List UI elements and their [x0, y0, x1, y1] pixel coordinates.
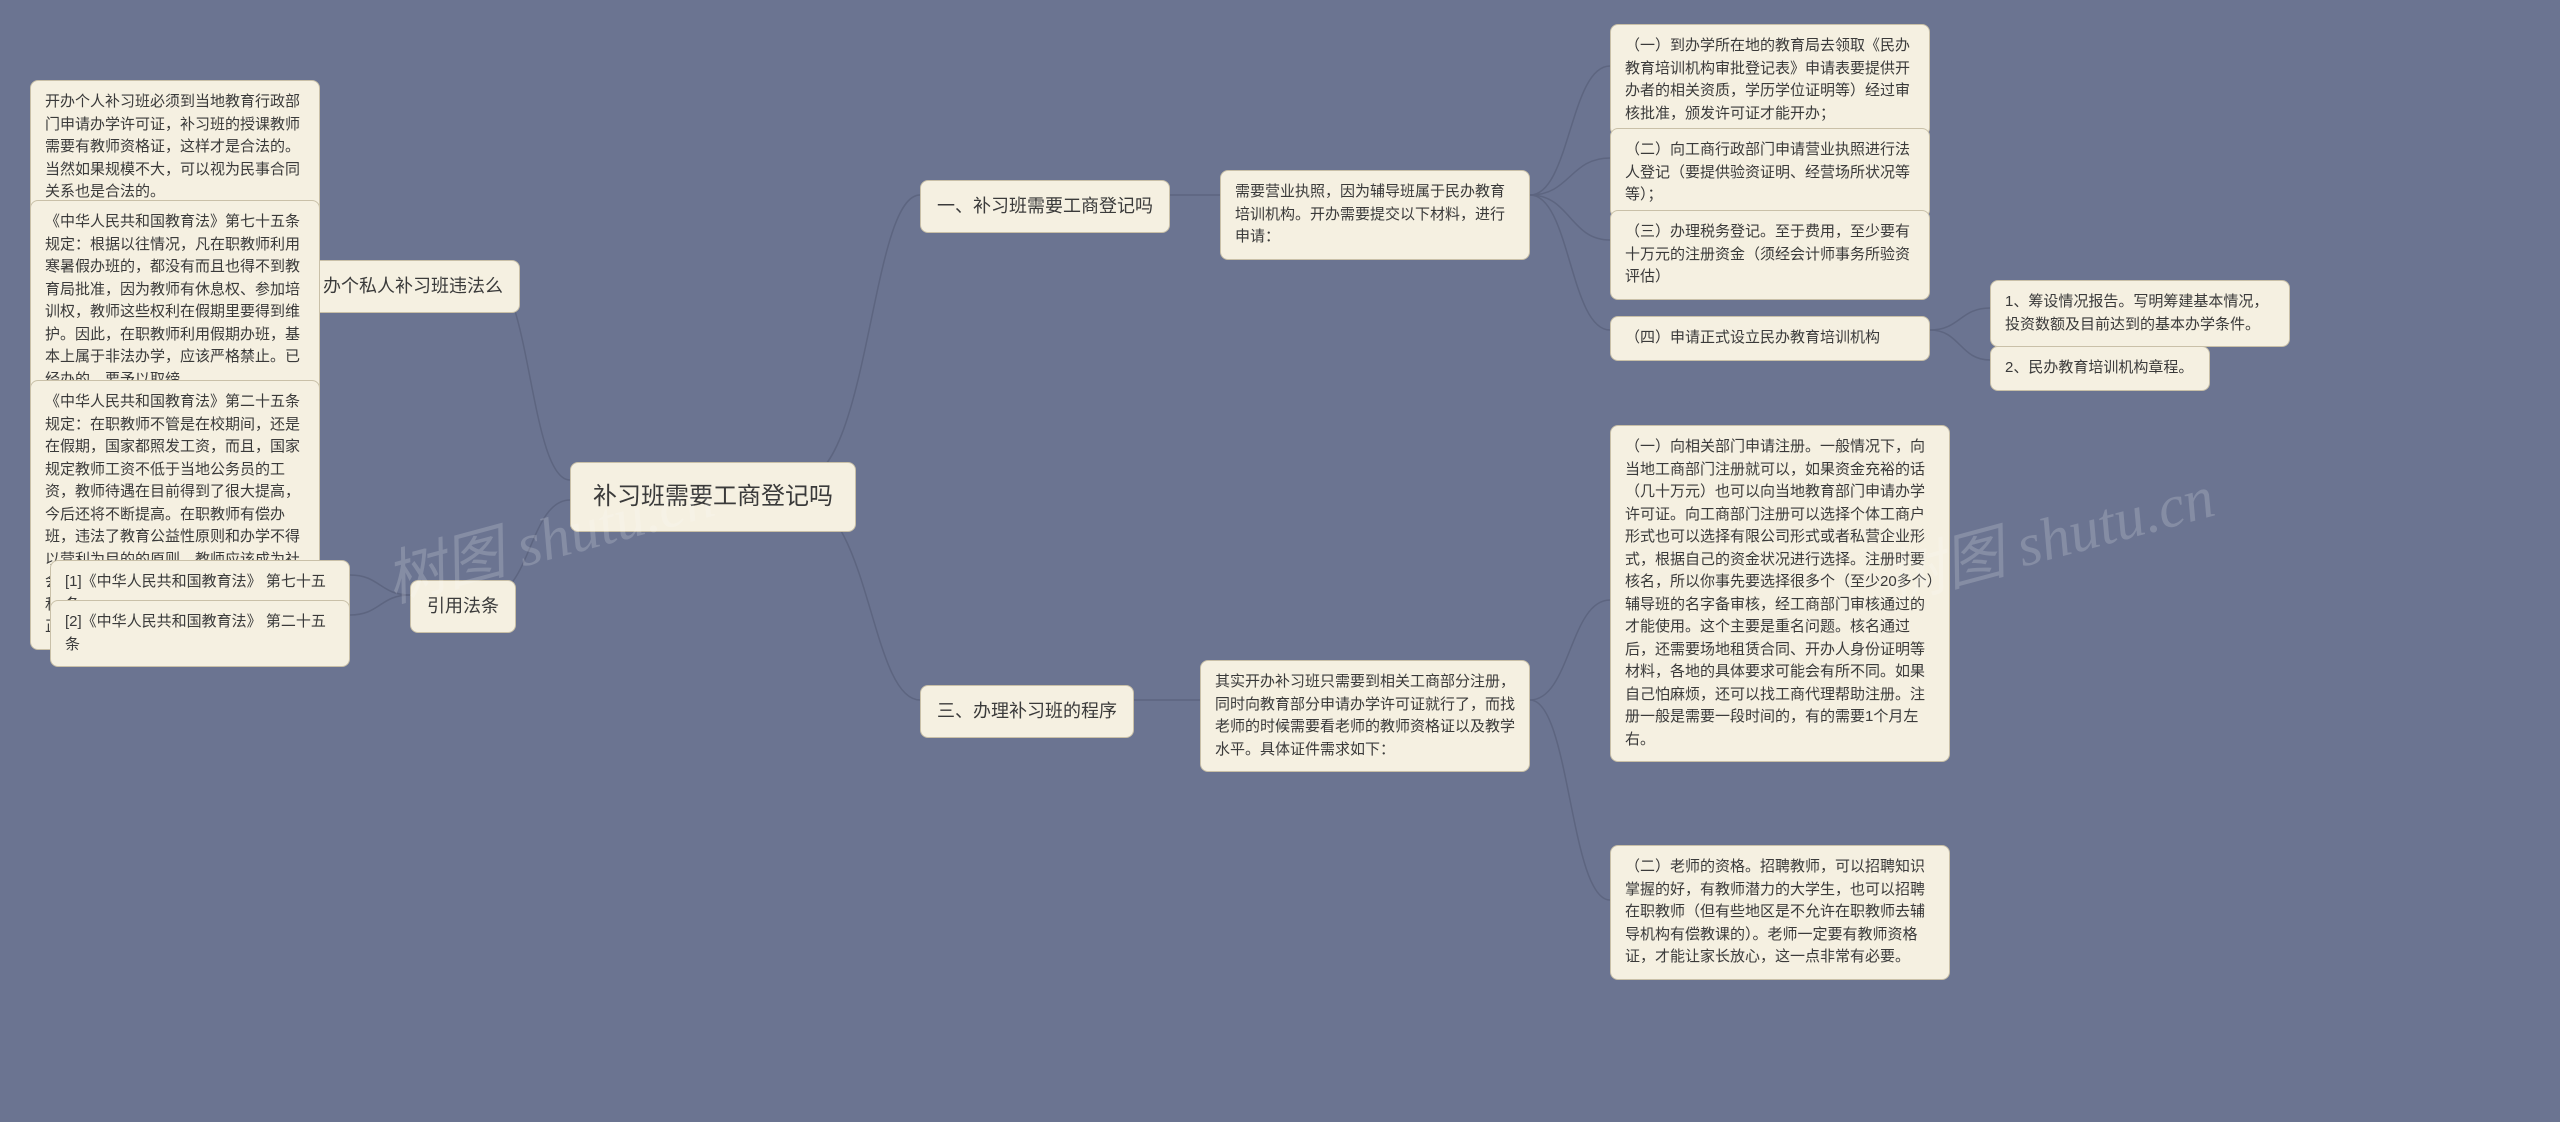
leaf-node: （二）向工商行政部门申请营业执照进行法人登记（要提供验资证明、经营场所状况等等）… — [1610, 128, 1930, 218]
branch-node: 三、办理补习班的程序 — [920, 685, 1134, 738]
leaf-node: 1、筹设情况报告。写明筹建基本情况，投资数额及目前达到的基本办学条件。 — [1990, 280, 2290, 347]
content-node: 需要营业执照，因为辅导班属于民办教育培训机构。开办需要提交以下材料，进行申请： — [1220, 170, 1530, 260]
leaf-node: （四）申请正式设立民办教育培训机构 — [1610, 316, 1930, 361]
leaf-node: （二）老师的资格。招聘教师，可以招聘知识掌握的好，有教师潜力的大学生，也可以招聘… — [1610, 845, 1950, 980]
branch-node: 引用法条 — [410, 580, 516, 633]
leaf-node: 2、民办教育培训机构章程。 — [1990, 346, 2210, 391]
branch-node: 一、补习班需要工商登记吗 — [920, 180, 1170, 233]
connector-layer — [0, 0, 2560, 1122]
root-node: 补习班需要工商登记吗 — [570, 462, 856, 532]
leaf-node: （一）到办学所在地的教育局去领取《民办教育培训机构审批登记表》申请表要提供开办者… — [1610, 24, 1930, 136]
leaf-node: （一）向相关部门申请注册。一般情况下，向当地工商部门注册就可以，如果资金充裕的话… — [1610, 425, 1950, 762]
leaf-node: （三）办理税务登记。至于费用，至少要有十万元的注册资金（须经会计师事务所验资评估… — [1610, 210, 1930, 300]
leaf-node: 《中华人民共和国教育法》第七十五条规定：根据以往情况，凡在职教师利用寒暑假办班的… — [30, 200, 320, 402]
content-node: 其实开办补习班只需要到相关工商部分注册，同时向教育部分申请办学许可证就行了，而找… — [1200, 660, 1530, 772]
leaf-node: 开办个人补习班必须到当地教育行政部门申请办学许可证，补习班的授课教师需要有教师资… — [30, 80, 320, 215]
leaf-node: [2]《中华人民共和国教育法》 第二十五条 — [50, 600, 350, 667]
